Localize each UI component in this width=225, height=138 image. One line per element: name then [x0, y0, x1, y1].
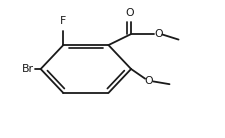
Text: O: O [153, 29, 162, 39]
Text: F: F [60, 16, 66, 26]
Text: O: O [124, 8, 133, 18]
Text: O: O [144, 76, 153, 86]
Text: Br: Br [22, 64, 34, 74]
